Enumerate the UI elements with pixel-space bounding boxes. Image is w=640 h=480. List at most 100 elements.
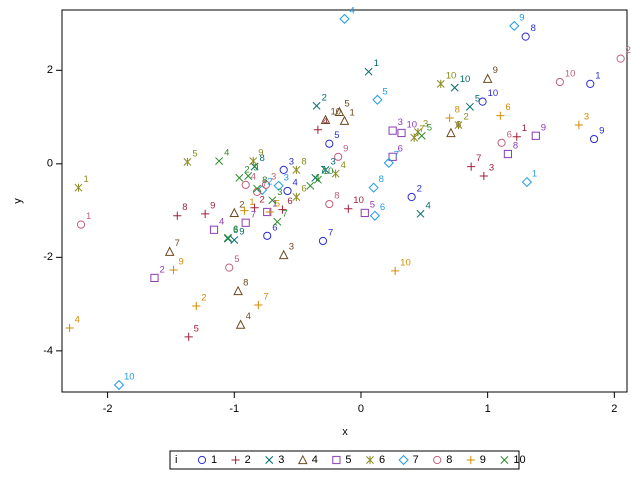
point-label: 6 [505, 102, 510, 113]
point-label: 7 [262, 178, 267, 189]
point-label: 6 [301, 184, 306, 195]
point [76, 220, 86, 229]
point [249, 156, 258, 166]
point [331, 169, 340, 178]
legend-label: 7 [413, 454, 419, 466]
point [321, 165, 330, 174]
point [454, 120, 463, 130]
point-label: 2 [322, 92, 327, 103]
point [273, 217, 282, 226]
point-label: 3 [584, 112, 589, 123]
point [445, 113, 454, 123]
point-label: 2 [267, 177, 272, 188]
point [417, 131, 426, 140]
point [509, 20, 520, 32]
point [369, 210, 381, 221]
point-label: 3 [289, 156, 294, 167]
point [253, 184, 262, 193]
point-label: 4 [350, 5, 355, 16]
point-label: 1 [86, 211, 91, 222]
point [230, 236, 239, 244]
point [372, 94, 383, 105]
point-label: 7 [419, 124, 424, 135]
point [244, 172, 253, 180]
y-tick-label: 0 [47, 158, 53, 170]
point [416, 209, 425, 218]
point-label: 9 [253, 163, 258, 174]
point-label: 10 [323, 166, 334, 177]
point-label: 9 [343, 143, 348, 154]
point-label: 9 [258, 148, 263, 159]
point-label: 3 [289, 242, 294, 253]
point [465, 102, 474, 111]
legend-label: 4 [312, 454, 318, 466]
point-label: 5 [192, 148, 197, 159]
point [339, 115, 350, 125]
point [397, 128, 406, 138]
point [229, 207, 240, 218]
point-label: 8 [260, 153, 265, 164]
point [235, 173, 244, 182]
point [339, 13, 350, 24]
point-label: 2 [417, 184, 422, 195]
legend-marker [265, 456, 274, 464]
point [497, 138, 506, 147]
point [521, 32, 530, 41]
point [173, 211, 182, 220]
point-label: 1 [249, 197, 254, 208]
point-label: 7 [394, 149, 399, 160]
point-label: 1 [532, 169, 537, 180]
point-label: 3 [277, 187, 282, 198]
point [512, 132, 521, 141]
point-label: 8 [379, 174, 384, 185]
point [479, 171, 488, 181]
legend-label: 3 [278, 454, 284, 466]
point-label: 2 [260, 194, 265, 205]
point [292, 192, 301, 202]
point [364, 67, 373, 76]
point [391, 266, 400, 276]
point [113, 379, 125, 391]
point-label: 9 [599, 126, 604, 137]
point-label: 4 [341, 160, 346, 171]
point-label: 9 [519, 12, 524, 23]
point [313, 125, 322, 134]
point [292, 165, 301, 175]
point-label: 7 [476, 153, 481, 164]
point [184, 332, 193, 341]
point [407, 192, 416, 202]
point [368, 182, 379, 193]
plot-frame [61, 9, 628, 393]
point-label: 4 [219, 216, 224, 227]
point [235, 319, 246, 329]
legend-marker [466, 455, 475, 465]
point-label: 4 [251, 171, 256, 182]
point [169, 265, 178, 275]
point-label: 10 [353, 195, 364, 206]
point-label: 3 [489, 163, 494, 174]
point [223, 233, 232, 242]
point [318, 236, 328, 246]
point [268, 196, 277, 205]
point-label: 6 [380, 202, 385, 213]
point-label: 5 [427, 122, 432, 133]
point [74, 183, 83, 192]
point-label: 8 [455, 105, 460, 116]
point-label: 7 [175, 238, 180, 249]
point-label: 8 [301, 156, 306, 167]
point [360, 208, 369, 218]
legend-marker [433, 455, 442, 465]
point-label: 3 [423, 119, 428, 130]
point-label: 6 [398, 143, 403, 154]
point [263, 231, 272, 240]
point-label: 5 [275, 199, 280, 210]
point [531, 131, 540, 140]
point-label: 10 [460, 74, 471, 85]
point-label: 1 [374, 58, 379, 69]
point [183, 157, 192, 167]
x-tick-label: 2 [611, 403, 617, 415]
point-label: 3 [330, 156, 335, 167]
point-label: 5 [234, 254, 239, 265]
point [436, 79, 445, 88]
legend-marker [332, 455, 341, 465]
